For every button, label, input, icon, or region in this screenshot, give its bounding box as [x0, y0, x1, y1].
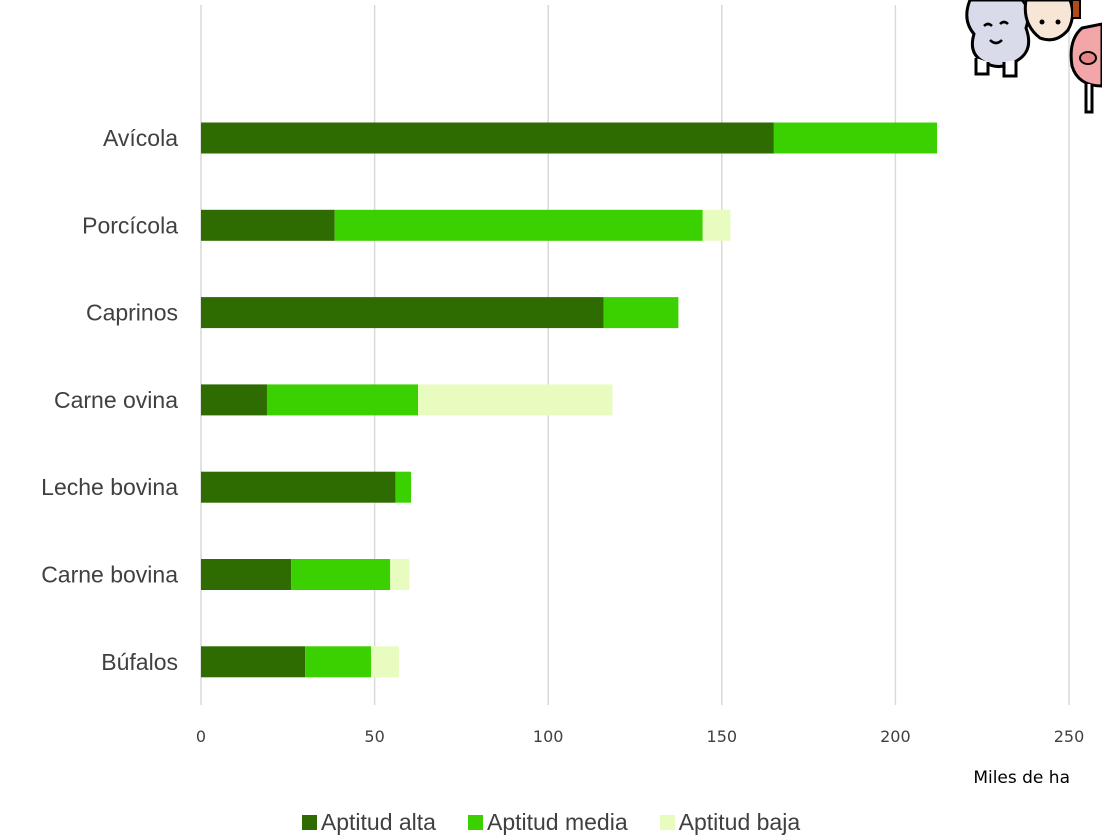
legend-swatch	[659, 814, 675, 830]
cow-icon	[1023, 0, 1081, 42]
bar-segment-2	[334, 209, 703, 241]
category-label: Leche bovina	[41, 474, 178, 500]
legend-label: Aptitud alta	[320, 808, 436, 835]
category-label: Carne ovina	[54, 387, 178, 413]
bar-segment-3	[702, 209, 731, 241]
x-tick-label: 200	[880, 727, 911, 746]
bar-stack-area	[201, 122, 938, 678]
bar-segment-2	[266, 384, 418, 416]
category-label: Caprinos	[86, 300, 178, 326]
bar-segment-3	[418, 384, 613, 416]
x-tick-label: 150	[707, 727, 738, 746]
x-tick-label: 50	[364, 727, 384, 746]
category-label: Carne bovina	[41, 562, 178, 588]
bar-segment-1	[201, 559, 292, 590]
legend-label: Aptitud baja	[678, 808, 801, 835]
legend-swatch	[467, 814, 483, 830]
bar-segment-2	[305, 646, 372, 678]
bar-segment-3	[390, 559, 410, 590]
legend-item: Aptitud media	[467, 808, 628, 836]
x-tick-label: 250	[1054, 727, 1085, 746]
pig-icon	[1069, 22, 1102, 114]
x-tick-label: 0	[196, 727, 206, 746]
bar-segment-2	[603, 297, 679, 329]
category-label: Porcícola	[82, 212, 178, 238]
bar-segment-2	[395, 471, 412, 503]
legend-item: Aptitud alta	[301, 808, 436, 836]
legend-label: Aptitud media	[486, 808, 628, 835]
bar-segment-1	[201, 209, 335, 241]
bar-segment-1	[201, 471, 396, 503]
bar-segment-1	[201, 384, 267, 416]
bar-segment-1	[201, 122, 774, 154]
legend-item: Aptitud baja	[659, 808, 801, 836]
category-label: Búfalos	[101, 649, 178, 675]
legend: Aptitud alta Aptitud media Aptitud baja	[0, 808, 1102, 836]
bar-segment-2	[291, 559, 391, 590]
farm-animals-illustration	[960, 0, 1102, 118]
bar-segment-1	[201, 297, 604, 329]
bar-segment-1	[201, 646, 306, 678]
gridlines	[200, 5, 1070, 705]
x-axis-unit-label: Miles de ha	[973, 768, 1070, 788]
bar-segment-2	[773, 122, 938, 154]
category-labels: Avícola Porcícola Caprinos Carne ovina Leche…	[41, 125, 178, 675]
legend-swatch	[301, 814, 317, 830]
sheep-icon	[965, 0, 1031, 78]
bar-segment-3	[371, 646, 399, 678]
x-tick-label: 100	[533, 727, 564, 746]
x-tick-labels: 0 50 100 150 200 250	[196, 727, 1084, 746]
category-label: Avícola	[103, 125, 178, 151]
